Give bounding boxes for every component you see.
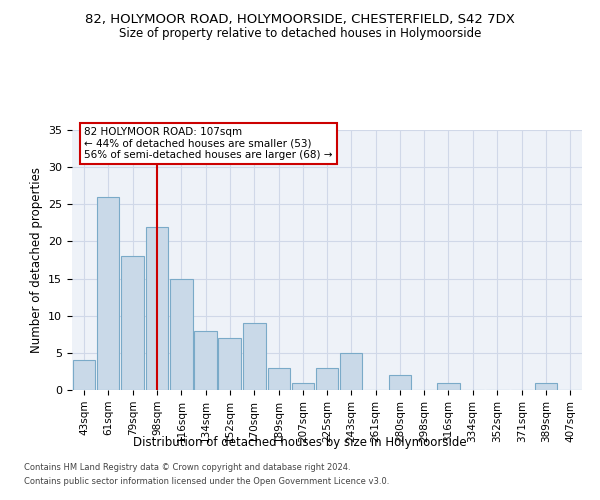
Bar xyxy=(170,278,193,390)
Text: Contains public sector information licensed under the Open Government Licence v3: Contains public sector information licen… xyxy=(24,477,389,486)
Bar xyxy=(242,323,266,390)
Bar xyxy=(389,375,412,390)
Bar xyxy=(268,368,290,390)
Text: Contains HM Land Registry data © Crown copyright and database right 2024.: Contains HM Land Registry data © Crown c… xyxy=(24,464,350,472)
Bar xyxy=(292,382,314,390)
Y-axis label: Number of detached properties: Number of detached properties xyxy=(29,167,43,353)
Text: 82 HOLYMOOR ROAD: 107sqm
← 44% of detached houses are smaller (53)
56% of semi-d: 82 HOLYMOOR ROAD: 107sqm ← 44% of detach… xyxy=(84,127,332,160)
Text: Size of property relative to detached houses in Holymoorside: Size of property relative to detached ho… xyxy=(119,28,481,40)
Bar xyxy=(97,197,119,390)
Bar xyxy=(340,353,362,390)
Bar xyxy=(146,226,169,390)
Bar xyxy=(535,382,557,390)
Text: Distribution of detached houses by size in Holymoorside: Distribution of detached houses by size … xyxy=(133,436,467,449)
Text: 82, HOLYMOOR ROAD, HOLYMOORSIDE, CHESTERFIELD, S42 7DX: 82, HOLYMOOR ROAD, HOLYMOORSIDE, CHESTER… xyxy=(85,12,515,26)
Bar xyxy=(121,256,145,390)
Bar xyxy=(73,360,95,390)
Bar xyxy=(437,382,460,390)
Bar xyxy=(218,338,241,390)
Bar xyxy=(316,368,338,390)
Bar xyxy=(194,330,217,390)
